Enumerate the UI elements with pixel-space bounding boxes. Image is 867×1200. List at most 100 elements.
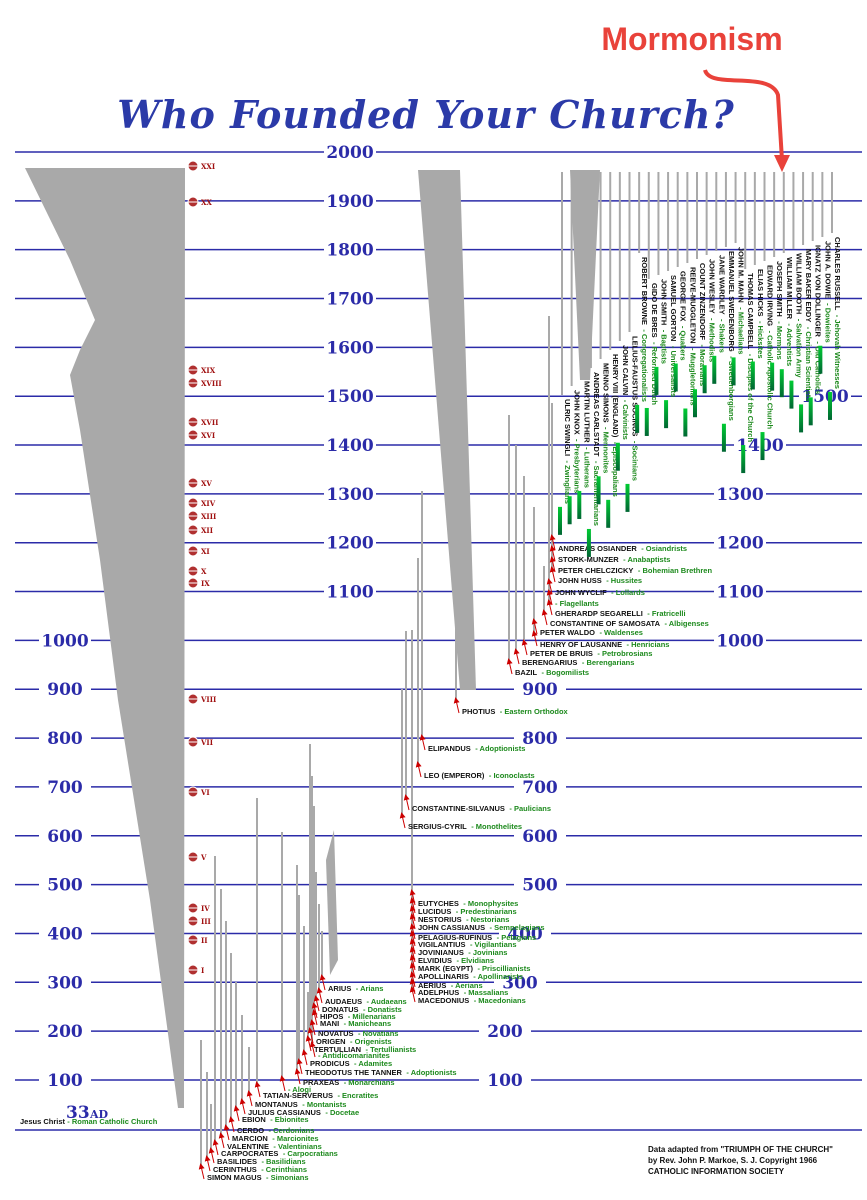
year-label: 1500 (326, 387, 373, 407)
sect-name: - Bogomilists (542, 668, 590, 677)
start-line: Jesus Christ - Roman Catholic Church (20, 1117, 158, 1126)
year-label: 1400 (326, 436, 373, 456)
reformer-entry: IGNATZ VON DOLLINGER - Old Catholics (812, 245, 829, 394)
founder-entry: EBION - Ebionites (242, 1109, 309, 1126)
founding-arrow (309, 1041, 316, 1058)
founder-entry: PHOTIUS - Eastern Orthodox (462, 701, 569, 718)
sect-name: - Eastern Orthodox (500, 707, 569, 716)
founding-arrow (549, 566, 556, 583)
founder-name: ANDREAS CARLSTADT (592, 372, 601, 457)
founder-name: CARPOCRATES (221, 1149, 278, 1158)
label-backdrop (714, 631, 766, 650)
sect-name: - Cerinthians (261, 1165, 307, 1174)
orthodox-branch (418, 170, 476, 690)
founder-name: MANI (320, 1019, 339, 1028)
founder-entry: LUCIDUS - Predestinarians (418, 901, 517, 918)
founding-arrow (254, 1081, 261, 1098)
founder-name: JOVINIANUS (418, 948, 464, 957)
sect-name: - Encratites (337, 1091, 378, 1100)
year-label: 400 (507, 924, 543, 944)
label-backdrop (479, 1022, 531, 1041)
council-label: X (201, 567, 207, 576)
label-backdrop (39, 924, 91, 943)
sect-name: - Albigenses (664, 619, 708, 628)
reformer-entry: GEORGE FOX - Quakers (677, 271, 694, 361)
founder-entry: HENRY OF LAUSANNE - Henricians (540, 634, 669, 651)
label-backdrop (39, 777, 91, 796)
sect-name: - Monarchians (344, 1078, 395, 1087)
founder-name: AERIUS (418, 981, 446, 990)
sect-name: - Basilidians (261, 1157, 305, 1166)
label-backdrop (324, 436, 376, 455)
founder-name: REEVE-MUGGLETON (688, 267, 697, 344)
label-backdrop (39, 973, 91, 992)
founding-arrow (212, 1139, 219, 1156)
church-name: - Roman Catholic Church (67, 1117, 157, 1126)
founder-entry: EUTYCHES - Monophysites (418, 893, 518, 910)
sect-name: - Moravians (698, 345, 707, 387)
sect-name: - Fratricelli (647, 609, 685, 618)
sect-bar (654, 366, 659, 395)
sect-bar (789, 380, 794, 409)
founder-entry: PETER CHELCZICKY - Bohemian Brethren (558, 560, 712, 577)
year-label: 800 (47, 729, 83, 749)
sect-name: - Swedenborgians (727, 356, 736, 421)
year-label: 2000 (326, 143, 373, 163)
founding-arrow (301, 1049, 308, 1066)
sect-name: - Presbyterians (573, 439, 582, 493)
sect-name: - Predestinarians (456, 907, 517, 916)
founder-name: SAMUEL GORTON (669, 275, 678, 341)
founder-entry: ELVIDIUS - Elvidians (418, 950, 494, 967)
founder-name: AUDAEUS (325, 997, 362, 1006)
founder-entry: MARCION - Marcionites (232, 1128, 319, 1145)
founder-entry: JULIUS CASSIANUS - Docetae (248, 1102, 359, 1119)
reformer-entry: CHARLES RUSSELL - Jehovah Witnesses (831, 237, 848, 389)
founding-arrow (311, 1009, 318, 1026)
founder-name: VALENTINE (227, 1142, 269, 1151)
founder-name: ORIGEN (316, 1037, 346, 1046)
founder-name: JULIUS CASSIANUS (248, 1108, 321, 1117)
sect-name: - Priscillianists (477, 964, 530, 973)
label-backdrop (324, 191, 376, 210)
label-backdrop (499, 924, 551, 943)
founder-name: NESTORIUS (418, 915, 462, 924)
sect-name: - Cerdonians (269, 1126, 315, 1135)
founder-entry: PETER WALDO - Waldenses (540, 622, 643, 639)
council-label: XII (201, 526, 213, 535)
year-label: 300 (47, 973, 83, 993)
year-label: 200 (47, 1022, 83, 1042)
sect-name: - Massalians (464, 988, 509, 997)
council-label: XIX (201, 366, 216, 375)
sect-name: - Catholic Apostolic Church (766, 331, 775, 430)
reformer-entry: JOHN CALVIN - Calvinists (619, 345, 636, 440)
reformer-entry: WILLIAM BOOTH - Salvation Army (792, 253, 809, 378)
label-backdrop (514, 777, 566, 796)
sect-name: - Aerians (451, 981, 483, 990)
label-backdrop (324, 484, 376, 503)
council-label: IV (201, 904, 210, 913)
sect-name: - Manicheans (344, 1019, 392, 1028)
label-backdrop (39, 1022, 91, 1041)
sect-name: - Hicksites (756, 321, 765, 359)
founder-entry: JOHN HUSS - Hussites (558, 570, 642, 587)
founder-name: JOSEPH SMITH (775, 261, 784, 317)
council-label: XVII (201, 418, 218, 427)
founding-arrow (415, 761, 422, 778)
year-label: 900 (522, 680, 558, 700)
founding-arrow (294, 1068, 301, 1085)
founding-arrow (521, 639, 528, 656)
sect-name: - Macedonians (474, 996, 526, 1005)
founder-entry: TERTULLIAN - Tertullianists (314, 1039, 416, 1056)
founder-name: JOHN CALVIN (621, 345, 630, 395)
reformer-entry: ELIAS HICKS - Hicksites (754, 269, 771, 359)
sect-name: - Osiandrists (641, 544, 687, 553)
sect-bar (721, 423, 726, 452)
founder-name: MARTIN LUTHER (582, 381, 591, 443)
reformer-entry: ANDREAS CARLSTADT - Sacramentarians (590, 372, 607, 526)
founder-name: PRODICUS (310, 1059, 350, 1068)
founder-entry: PELAGIUS-RUFINUS - Pelagians (418, 927, 536, 944)
founder-name: JANE WARDLEY (717, 255, 726, 315)
sect-name: - Paulicians (509, 804, 551, 813)
sect-bar (644, 407, 649, 436)
founder-name: MARY BAKER EDDY (804, 249, 813, 322)
